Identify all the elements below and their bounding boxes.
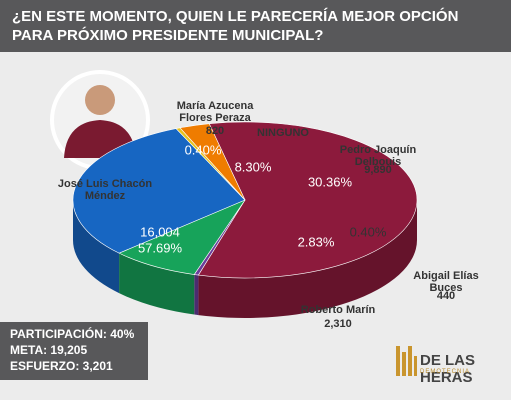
slice-name: Roberto Marín — [300, 304, 376, 316]
slice — [197, 121, 418, 279]
slice-name: NINGUNO — [257, 127, 309, 139]
slice — [118, 199, 246, 275]
slice-percent: 2.83% — [297, 234, 335, 250]
brand-logo — [396, 346, 417, 376]
slice-name: José Luis Chacón Méndez — [57, 178, 153, 202]
slice — [72, 128, 246, 254]
slice-side — [198, 200, 417, 318]
slice-side — [73, 200, 120, 294]
slice-name: Abigail Elías Buces — [413, 270, 479, 294]
photo-head — [85, 85, 115, 115]
stats-box: PARTICIPACIÓN: 40% META: 19,205 ESFUERZO… — [0, 322, 148, 380]
slice-count: 440 — [436, 290, 456, 302]
header-band: ¿EN ESTE MOMENTO, QUIEN LE PARECERÍA MEJ… — [0, 0, 511, 52]
slice-count: 2,310 — [324, 318, 352, 330]
slice-count: 16,004 — [140, 224, 180, 240]
slice-percent: 57.69% — [137, 240, 183, 256]
slice-percent: 30.36% — [307, 174, 353, 190]
slice-percent: 8.30% — [234, 159, 272, 175]
slice-side — [194, 274, 199, 316]
slice-count: 9,890 — [364, 164, 392, 176]
slice-count: 820 — [205, 125, 225, 137]
slice-percent: 0.40% — [184, 142, 222, 158]
stat-line: META: 19,205 — [10, 343, 88, 357]
slice — [179, 123, 246, 201]
stat-line: ESFUERZO: 3,201 — [10, 359, 113, 373]
slice-name: Pedro Joaquín Delbouis — [339, 144, 417, 168]
stat-line: PARTICIPACIÓN: 40% — [10, 327, 135, 341]
slice-percent: 0.40% — [349, 224, 387, 240]
slice-side — [119, 253, 195, 315]
chart-title: ¿EN ESTE MOMENTO, QUIEN LE PARECERÍA MEJ… — [12, 8, 459, 44]
brand-name: DE LAS HERAS — [420, 352, 476, 386]
brand-subtitle: DEMOTECNIA — [420, 369, 471, 375]
slice-name: María Azucena Flores Peraza — [176, 100, 254, 124]
